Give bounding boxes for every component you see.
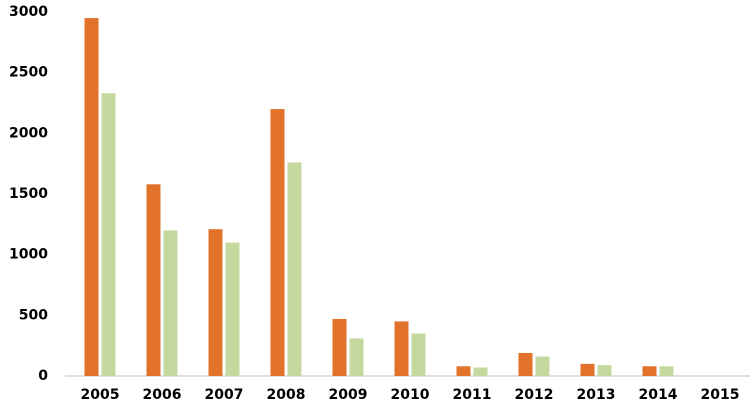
bar — [411, 333, 426, 376]
y-tick-label: 2500 — [9, 65, 48, 81]
bar — [84, 18, 99, 377]
x-tick-label: 2012 — [515, 387, 554, 403]
bar — [146, 184, 161, 376]
x-tick-label: 2008 — [267, 387, 306, 403]
x-tick-label: 2007 — [205, 387, 244, 403]
y-tick-label: 2000 — [9, 125, 48, 141]
x-tick-label: 2015 — [701, 387, 740, 403]
bar — [456, 366, 471, 376]
bar — [659, 366, 674, 376]
x-tick-label: 2014 — [639, 387, 678, 403]
bar — [349, 338, 364, 376]
x-tick-label: 2010 — [391, 387, 430, 403]
x-tick-label: 2009 — [329, 387, 368, 403]
y-tick-label: 0 — [38, 368, 48, 384]
bar — [473, 367, 488, 376]
bar — [332, 318, 347, 376]
bar — [287, 162, 302, 376]
x-tick-label: 2006 — [143, 387, 182, 403]
y-tick-label: 1500 — [9, 186, 48, 202]
y-tick-label: 500 — [19, 307, 48, 323]
bar — [597, 365, 612, 376]
bar — [101, 93, 116, 376]
x-tick-label: 2013 — [577, 387, 616, 403]
bar — [394, 321, 409, 376]
y-tick-label: 3000 — [9, 4, 48, 20]
y-tick-label: 1000 — [9, 247, 48, 263]
bar — [208, 229, 223, 376]
bar — [270, 109, 285, 377]
x-tick-label: 2005 — [81, 387, 120, 403]
bar — [518, 352, 533, 376]
bar — [580, 363, 595, 376]
bar — [642, 366, 657, 376]
x-tick-label: 2011 — [453, 387, 492, 403]
bar — [535, 356, 550, 376]
bar — [163, 230, 178, 376]
bar — [225, 242, 240, 376]
